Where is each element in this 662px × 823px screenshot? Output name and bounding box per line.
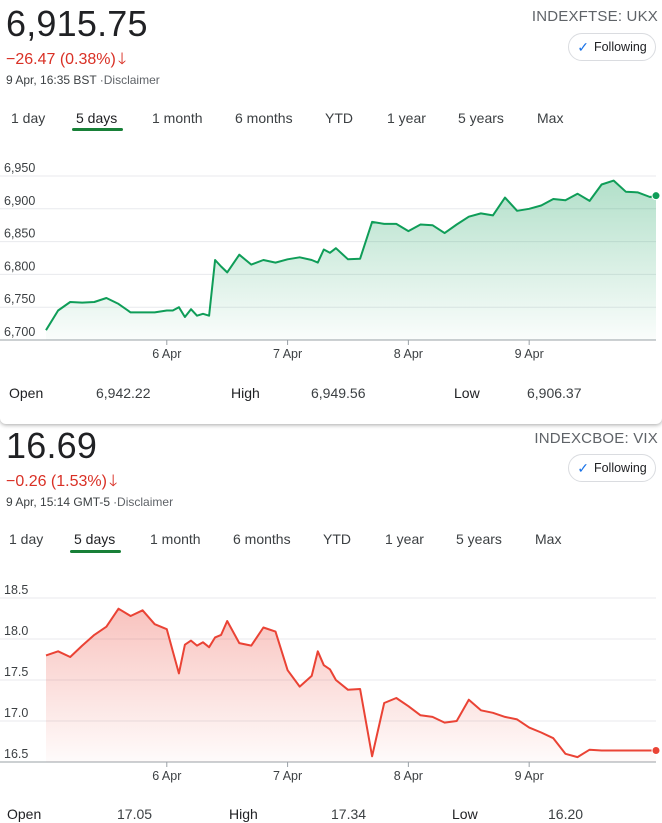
tab-5-years[interactable]: 5 years bbox=[458, 110, 504, 126]
ticker-symbol: INDEXFTSE: UKX bbox=[531, 8, 658, 25]
tab-1-year[interactable]: 1 year bbox=[387, 110, 426, 126]
stat-high-label: High bbox=[231, 385, 260, 401]
y-tick-label: 6,950 bbox=[4, 161, 35, 175]
active-tab-indicator bbox=[72, 128, 123, 131]
tab-1-day[interactable]: 1 day bbox=[9, 531, 44, 547]
x-tick-label: 6 Apr bbox=[152, 347, 181, 361]
stat-low-value: 6,906.37 bbox=[527, 385, 582, 401]
y-tick-label: 17.0 bbox=[4, 706, 28, 720]
series-area bbox=[46, 180, 656, 340]
series-line bbox=[45, 607, 656, 759]
change-text: −0.26 (1.53%) bbox=[6, 473, 107, 490]
check-icon: ✓ bbox=[577, 38, 589, 55]
price-value: 6,915.75 bbox=[6, 3, 148, 44]
following-button[interactable]: ✓ Following bbox=[568, 33, 656, 61]
change-text: −26.47 (0.38%) bbox=[6, 51, 116, 68]
series-area bbox=[46, 608, 656, 762]
price-value: 16.69 bbox=[6, 425, 98, 466]
price-chart: 18.5 18.0 17.5 17.0 16.5 6 Apr 7 Apr 8 Apr 9 Apr bbox=[0, 583, 661, 783]
range-tabs: 1 day 5 days 1 month 6 months YTD 1 year… bbox=[0, 525, 662, 555]
following-button[interactable]: ✓ Following bbox=[568, 454, 656, 482]
timestamp: 9 Apr, 15:14 GMT-5 bbox=[6, 495, 111, 509]
tab-1-day[interactable]: 1 day bbox=[11, 110, 46, 126]
y-tick-label: 18.5 bbox=[4, 583, 28, 597]
price-chart: 6,950 6,900 6,850 6,800 6,750 6,700 6 Apr 7 Apr… bbox=[0, 161, 661, 361]
check-icon: ✓ bbox=[577, 459, 589, 476]
y-tick-label: 18.0 bbox=[4, 624, 28, 638]
active-tab-indicator bbox=[70, 550, 121, 553]
y-tick-label: 6,750 bbox=[4, 292, 35, 306]
tab-5-days[interactable]: 5 days bbox=[76, 110, 118, 126]
x-tick-label: 6 Apr bbox=[152, 769, 181, 783]
range-tabs: 1 day 5 days 1 month 6 months YTD 1 year… bbox=[0, 104, 662, 134]
quote-panel-ukx: 6,915.75 −26.47 (0.38%) 🡓 9 Apr, 16:35 BS… bbox=[0, 3, 662, 401]
series-line bbox=[45, 179, 657, 331]
tab-max[interactable]: Max bbox=[537, 110, 564, 126]
y-tick-label: 6,800 bbox=[4, 259, 35, 273]
last-point-marker bbox=[651, 746, 661, 756]
x-tick-label: 9 Apr bbox=[515, 769, 544, 783]
following-label: Following bbox=[593, 40, 647, 54]
following-label: Following bbox=[593, 461, 647, 475]
x-tick-label: 8 Apr bbox=[394, 769, 423, 783]
tab-ytd[interactable]: YTD bbox=[325, 110, 353, 126]
stat-high-value: 17.34 bbox=[331, 806, 367, 822]
price-change: −26.47 (0.38%) 🡓 bbox=[6, 48, 126, 75]
stat-low-label: Low bbox=[454, 385, 480, 401]
stat-open-value: 6,942.22 bbox=[96, 385, 151, 401]
y-tick-label: 6,900 bbox=[4, 194, 35, 208]
disclaimer-link[interactable]: ·Disclaimer bbox=[99, 73, 160, 87]
tab-1-month[interactable]: 1 month bbox=[152, 110, 203, 126]
x-tick-label: 7 Apr bbox=[273, 347, 302, 361]
timestamp: 9 Apr, 16:35 BST bbox=[6, 73, 97, 87]
tab-1-month[interactable]: 1 month bbox=[150, 531, 201, 547]
ticker-symbol: INDEXCBOE: VIX bbox=[534, 430, 658, 447]
tab-ytd[interactable]: YTD bbox=[323, 531, 351, 547]
quote-panel-vix: 16.69 −0.26 (1.53%) 🡓 9 Apr, 15:14 GMT-5 ·… bbox=[0, 424, 662, 823]
timestamp-row: 9 Apr, 16:35 BST ·Disclaimer bbox=[6, 73, 160, 87]
stat-high-label: High bbox=[229, 806, 258, 822]
y-tick-label: 6,700 bbox=[4, 325, 35, 339]
x-tick-label: 9 Apr bbox=[515, 347, 544, 361]
stat-open-label: Open bbox=[7, 806, 42, 822]
y-tick-label: 17.5 bbox=[4, 665, 28, 679]
down-arrow-icon: 🡓 bbox=[108, 473, 118, 490]
tab-6-months[interactable]: 6 months bbox=[233, 531, 291, 547]
stat-low-label: Low bbox=[452, 806, 478, 822]
x-tick-label: 7 Apr bbox=[273, 769, 302, 783]
stat-low-value: 16.20 bbox=[548, 806, 584, 822]
last-point-marker bbox=[651, 191, 661, 201]
tab-5-days[interactable]: 5 days bbox=[74, 531, 116, 547]
tab-6-months[interactable]: 6 months bbox=[235, 110, 293, 126]
x-tick-label: 8 Apr bbox=[394, 347, 423, 361]
tab-max[interactable]: Max bbox=[535, 531, 562, 547]
y-tick-label: 6,850 bbox=[4, 227, 35, 241]
down-arrow-icon: 🡓 bbox=[117, 51, 127, 68]
timestamp-row: 9 Apr, 15:14 GMT-5 ·Disclaimer bbox=[6, 495, 173, 509]
disclaimer-link[interactable]: ·Disclaimer bbox=[113, 495, 174, 509]
stat-high-value: 6,949.56 bbox=[311, 385, 366, 401]
tab-5-years[interactable]: 5 years bbox=[456, 531, 502, 547]
stat-open-label: Open bbox=[9, 385, 44, 401]
y-tick-label: 16.5 bbox=[4, 747, 28, 761]
tab-1-year[interactable]: 1 year bbox=[385, 531, 424, 547]
price-change: −0.26 (1.53%) 🡓 bbox=[6, 470, 117, 497]
stat-open-value: 17.05 bbox=[117, 806, 153, 822]
